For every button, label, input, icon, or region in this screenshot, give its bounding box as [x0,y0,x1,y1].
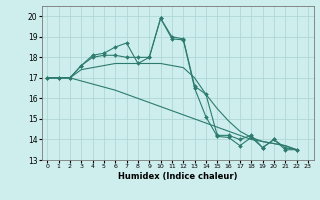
X-axis label: Humidex (Indice chaleur): Humidex (Indice chaleur) [118,172,237,181]
